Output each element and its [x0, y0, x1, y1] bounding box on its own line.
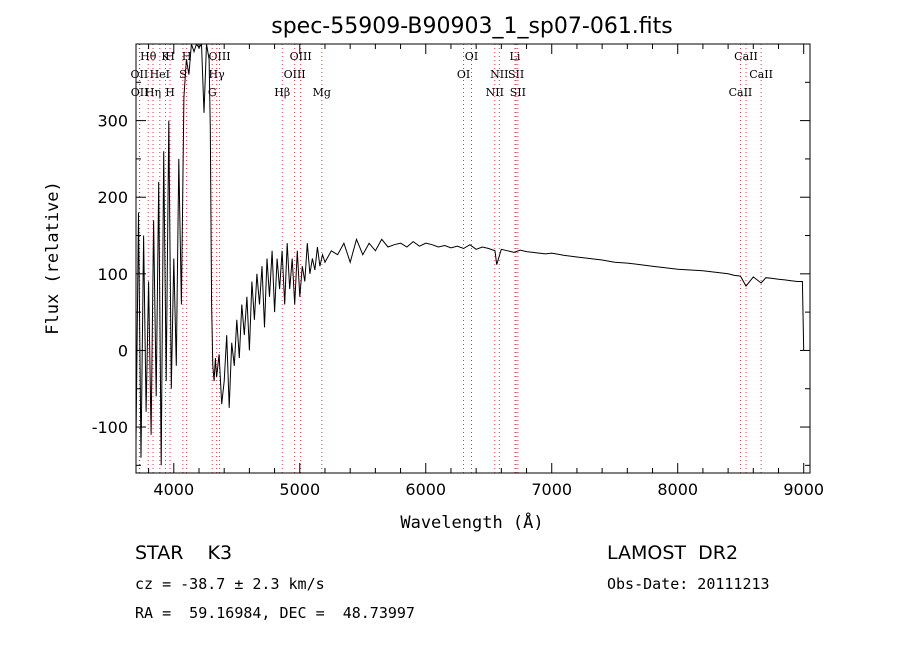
coordinates-label: RA = 59.16984, DEC = 48.73997 — [135, 604, 415, 622]
line-marker-label: OIII — [290, 50, 312, 63]
line-marker-label: CaII — [729, 86, 753, 99]
line-marker-label: Li — [510, 50, 521, 63]
line-marker-label: OIII — [208, 50, 230, 63]
y-tick-label: 0 — [118, 341, 128, 360]
obs-date-label: Obs-Date: 20111213 — [607, 575, 770, 593]
line-marker-label: SII — [510, 86, 526, 99]
line-marker-label: Hβ — [274, 86, 290, 99]
y-axis-label: Flux (relative) — [43, 181, 63, 335]
line-marker-label: H — [165, 86, 175, 99]
x-tick-label: 7000 — [531, 480, 572, 499]
chart-title: spec-55909-B90903_1_sp07-061.fits — [271, 14, 673, 39]
line-marker-label: H — [182, 50, 192, 63]
line-marker-label: Hθ — [140, 50, 157, 63]
line-marker-label: OI — [457, 68, 470, 81]
line-marker-label: Mg — [313, 86, 331, 99]
line-marker-label: HeI — [150, 68, 170, 81]
spectrum-series-line — [136, 44, 805, 466]
y-tick-label: 200 — [97, 188, 128, 207]
line-marker-label: CaII — [734, 50, 758, 63]
x-tick-label: 4000 — [153, 480, 194, 499]
survey-label: LAMOST DR2 — [607, 542, 739, 564]
y-tick-label: -100 — [92, 418, 128, 437]
line-marker-label: Hγ — [209, 68, 226, 81]
x-tick-label: 8000 — [657, 480, 698, 499]
line-marker-label: OII — [131, 68, 149, 81]
x-tick-label: 5000 — [279, 480, 320, 499]
line-marker-label: CaII — [749, 68, 773, 81]
x-tick-label: 9000 — [783, 480, 824, 499]
y-tick-label: 100 — [97, 265, 128, 284]
line-marker-label: SII — [508, 68, 524, 81]
line-marker-label: OIII — [284, 68, 306, 81]
x-tick-label: 6000 — [405, 480, 446, 499]
plot-area — [136, 44, 805, 466]
line-marker-label: OI — [465, 50, 478, 63]
x-axis-label: Wavelength (Å) — [400, 511, 543, 533]
line-marker-label: OII — [131, 86, 149, 99]
line-marker-label: NII — [490, 68, 508, 81]
line-marker-label: G — [208, 86, 217, 99]
object-type-label: STAR K3 — [135, 542, 233, 564]
line-marker-label: Hη — [145, 86, 161, 99]
y-axis-ticks: -100 0 100 200 300 — [92, 81, 810, 466]
line-marker-label: K — [161, 50, 170, 63]
line-marker-label: S — [179, 68, 187, 81]
x-axis-ticks: 4000 5000 6000 7000 8000 9000 — [148, 44, 824, 499]
plot-frame — [135, 43, 811, 474]
line-marker-label: NII — [486, 86, 504, 99]
y-tick-label: 300 — [97, 112, 128, 131]
redshift-label: cz = -38.7 ± 2.3 km/s — [135, 575, 325, 593]
